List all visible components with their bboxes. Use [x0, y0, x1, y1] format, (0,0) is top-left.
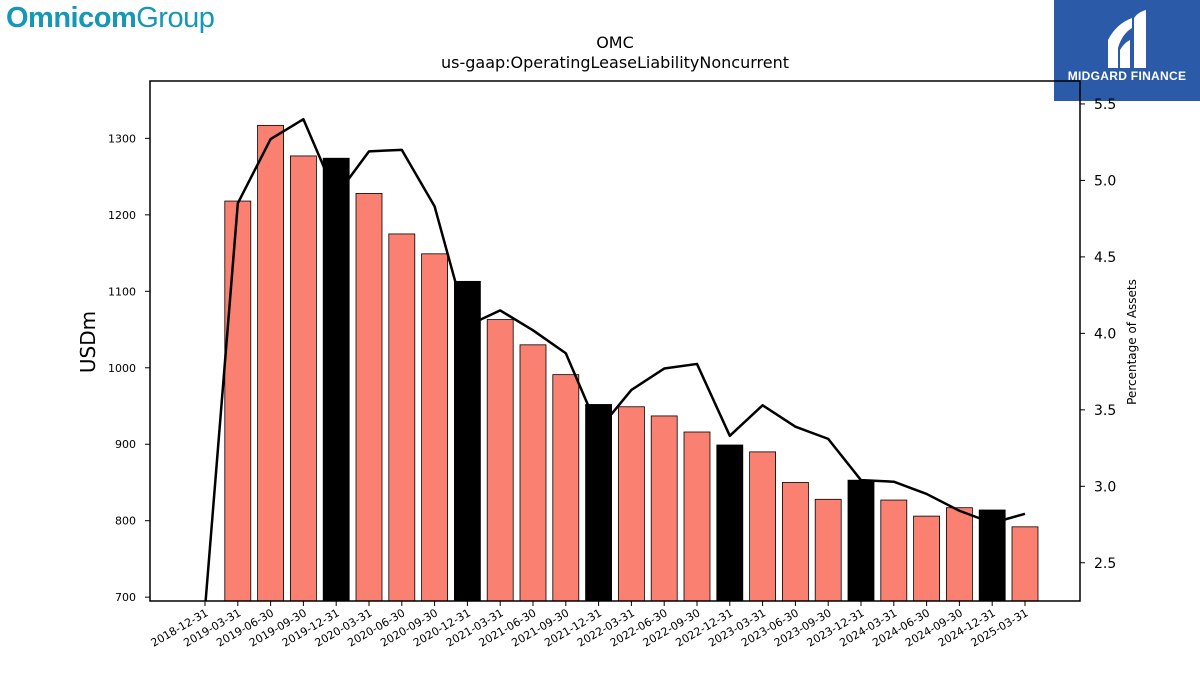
omnicom-logo-light: Group	[136, 2, 215, 34]
bar-2023-03-31	[749, 451, 776, 602]
y-tick-label-1200: 1200	[108, 209, 136, 222]
bar-2023-12-31	[847, 479, 875, 602]
bar-2021-12-31	[585, 404, 612, 602]
bar-2021-06-30	[519, 344, 547, 602]
chart-title: OMC	[596, 33, 634, 52]
y2-tick-label-5.5: 5.5	[1094, 97, 1116, 113]
chart-subtitle: us-gaap:OperatingLeaseLiabilityNoncurren…	[441, 53, 789, 72]
bar-2024-09-30	[946, 507, 973, 602]
bar-2022-06-30	[650, 415, 678, 602]
midgard-logo: MIDGARD FINANCE	[1054, 0, 1200, 101]
bar-2024-03-31	[880, 499, 908, 602]
y-tick-label-700: 700	[115, 591, 136, 604]
bar-2020-09-30	[421, 253, 449, 602]
bar-2020-03-31	[355, 193, 383, 602]
plot-frame	[149, 80, 1081, 602]
bar-2023-09-30	[814, 498, 842, 602]
y2-tick-label-3: 3.0	[1094, 479, 1116, 495]
bar-2023-06-30	[782, 482, 809, 602]
bar-2024-06-30	[913, 515, 940, 602]
y-tick-label-1100: 1100	[108, 285, 136, 298]
bar-2024-12-31	[978, 509, 1006, 602]
y2-axis-label: Percentage of Assets	[1125, 279, 1139, 405]
y2-tick-label-2.5: 2.5	[1094, 556, 1116, 572]
midgard-mark-icon	[1108, 10, 1146, 68]
y2-tick-label-4.5: 4.5	[1094, 250, 1116, 266]
y2-tick-label-4: 4.0	[1094, 326, 1116, 342]
bar-2022-03-31	[618, 406, 645, 602]
bar-2020-12-31	[453, 280, 481, 602]
y-tick-label-900: 900	[115, 438, 136, 451]
bar-2019-12-31	[322, 157, 350, 602]
bar-2019-06-30	[257, 124, 285, 602]
bar-2021-03-31	[486, 319, 514, 602]
bar-2020-06-30	[388, 233, 416, 602]
bar-2019-09-30	[289, 155, 317, 602]
y2-tick-label-5: 5.0	[1094, 173, 1116, 189]
midgard-logo-name: MIDGARD FINANCE	[1067, 69, 1187, 83]
bar-2022-12-31	[716, 444, 744, 602]
bar-2019-03-31	[224, 200, 252, 602]
y-tick-label-1300: 1300	[108, 132, 136, 145]
bar-2021-09-30	[552, 374, 580, 602]
omnicom-logo: OmnicomGroup	[6, 2, 215, 35]
y-tick-label-1000: 1000	[108, 362, 136, 375]
bar-2025-03-31	[1011, 526, 1039, 602]
y-axis-label: USDm	[76, 311, 100, 373]
y2-tick-label-3.5: 3.5	[1094, 403, 1116, 419]
y-tick-label-800: 800	[115, 515, 136, 528]
omnicom-logo-bold: Omnicom	[6, 2, 137, 34]
line-series-percentage-of-assets	[204, 117, 1026, 601]
bar-2022-09-30	[683, 431, 711, 602]
